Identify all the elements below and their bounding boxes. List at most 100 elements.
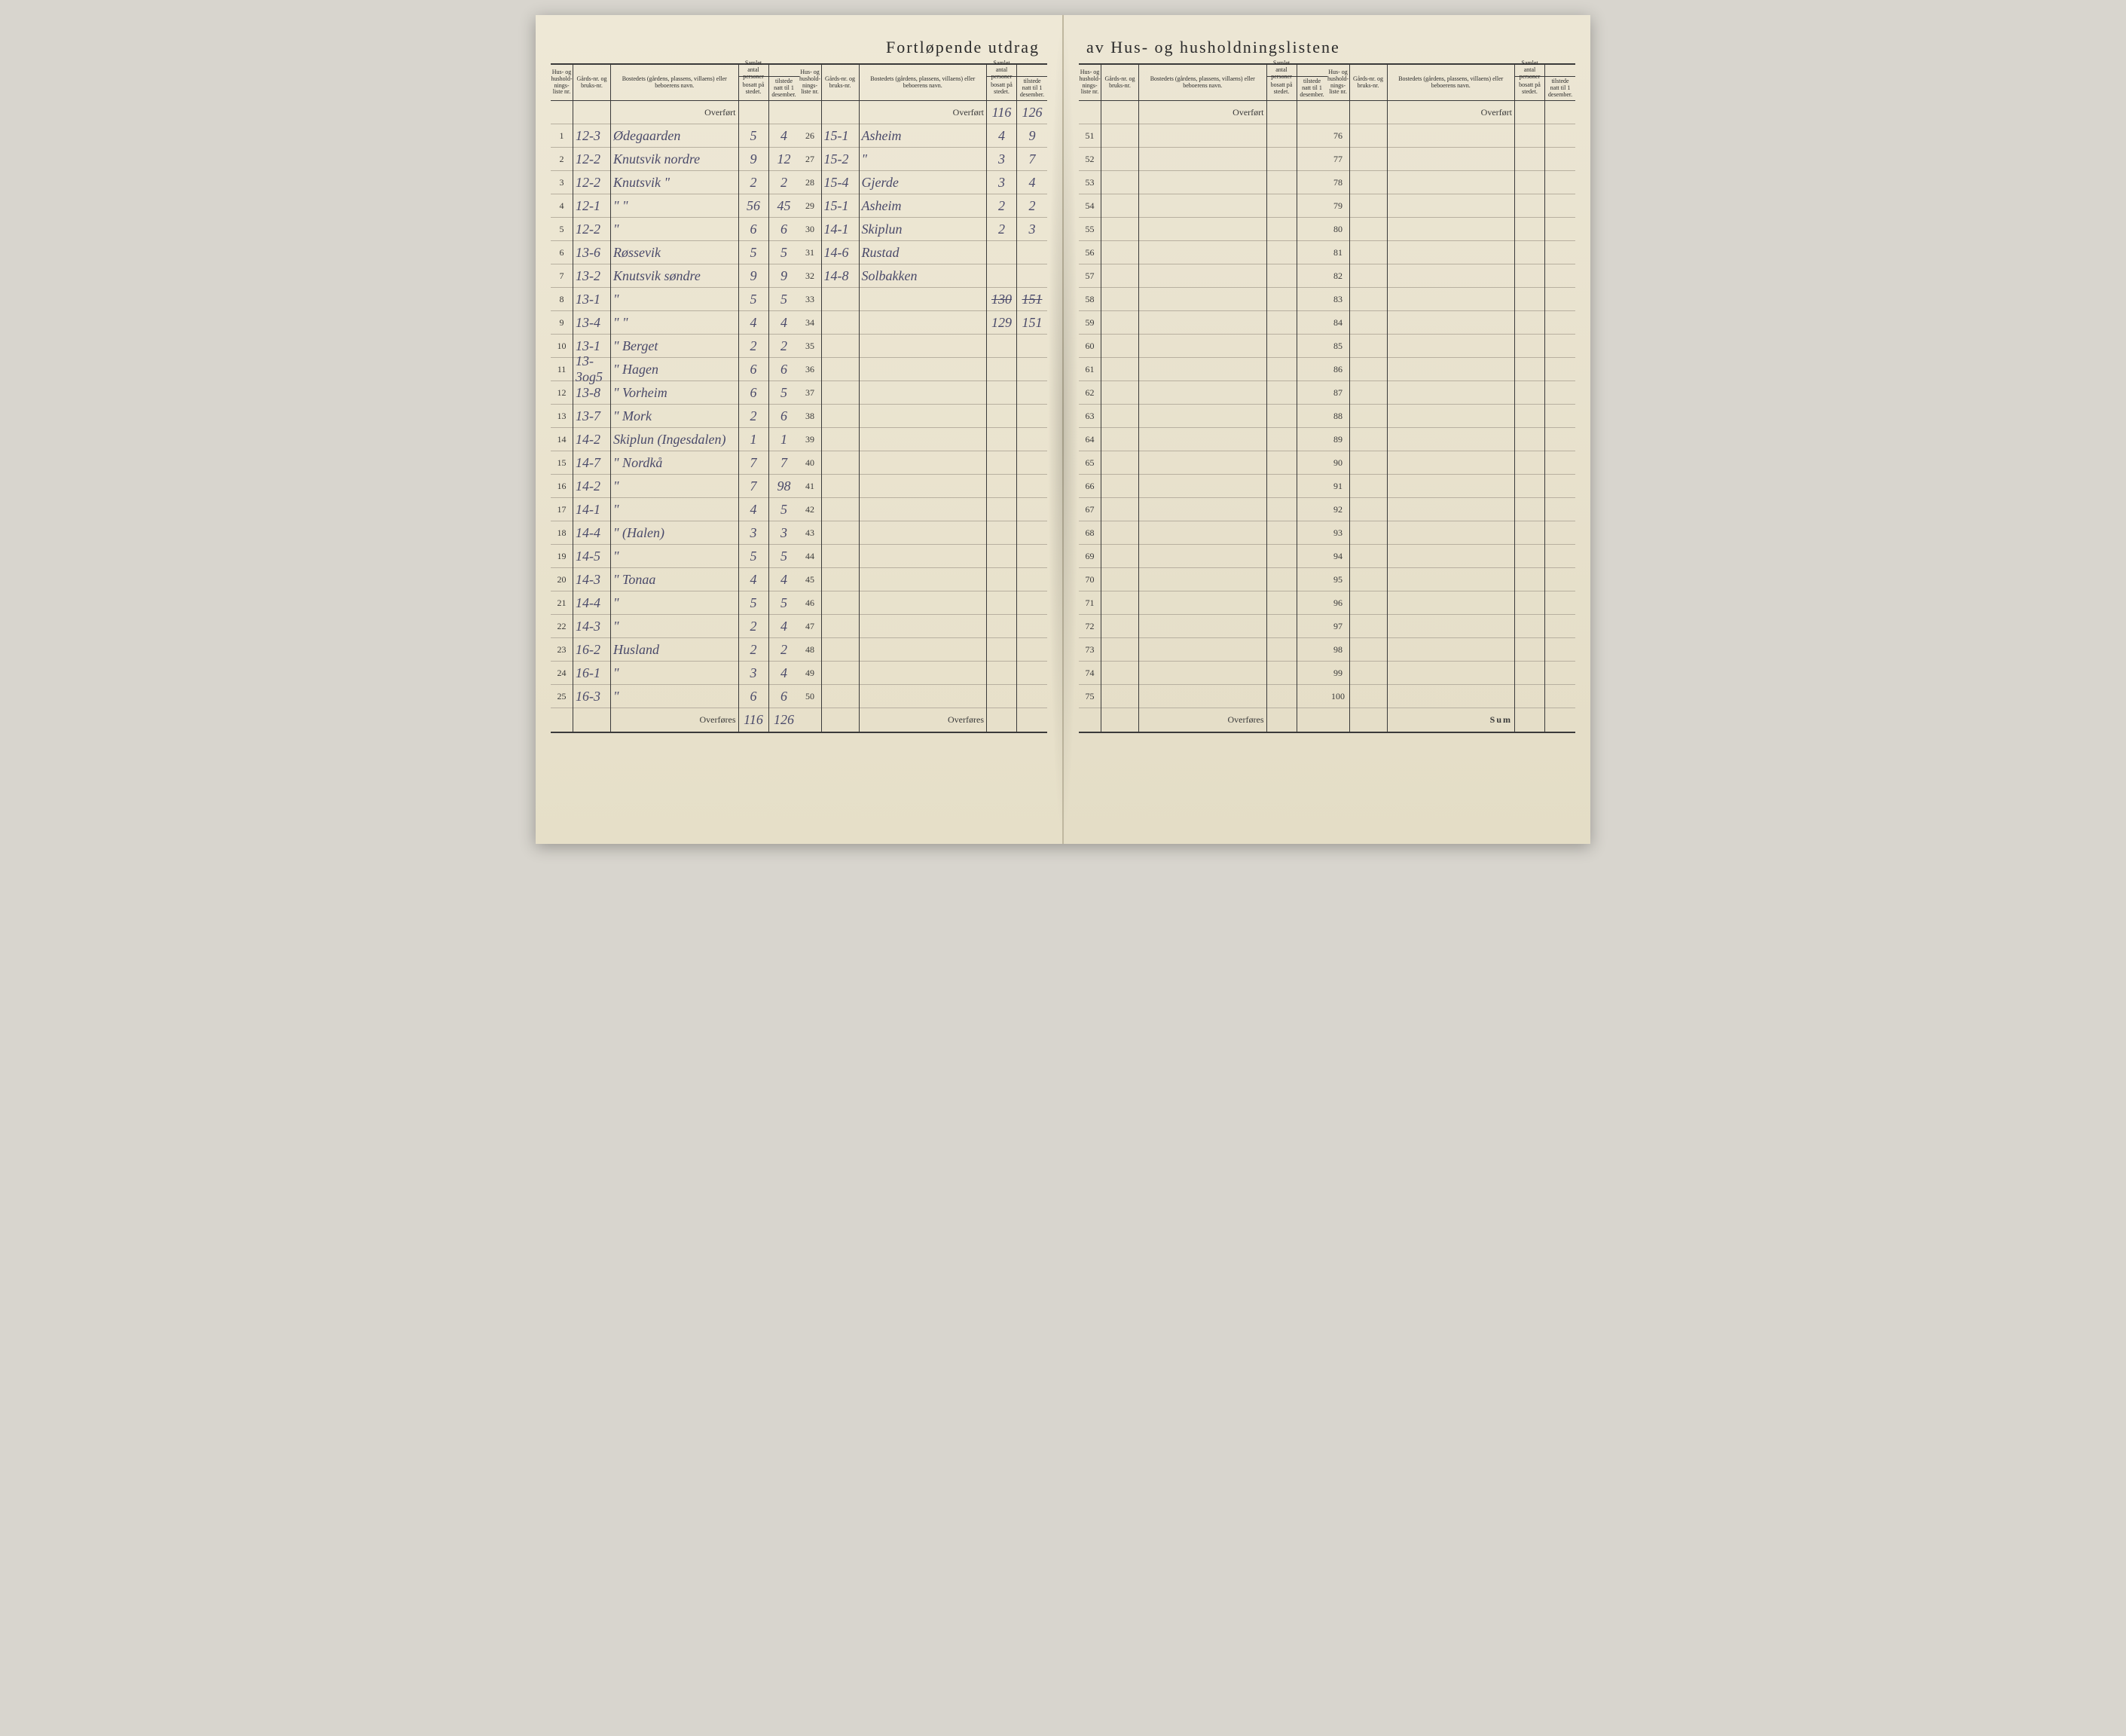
table-cell: 84: [1327, 311, 1349, 335]
table-cell: [822, 335, 859, 358]
table-cell: ": [611, 475, 738, 498]
table-cell: [1101, 194, 1138, 218]
header-samlet: Samlet antal personer: [1267, 65, 1297, 77]
table-cell: [1101, 475, 1138, 498]
table-cell: [1515, 662, 1544, 685]
table-cell: [1267, 521, 1297, 545]
table-cell: Røssevik: [611, 241, 738, 264]
table-cell: [1350, 662, 1387, 685]
table-cell: 9: [739, 148, 768, 171]
table-cell: 37: [799, 381, 821, 405]
table-cell: [987, 428, 1016, 451]
table-cell: [860, 521, 987, 545]
table-cell: [1017, 381, 1047, 405]
table-cell: 5: [769, 241, 799, 264]
table-cell: Rustad: [860, 241, 987, 264]
table-cell: 6: [739, 381, 768, 405]
table-cell: [860, 638, 987, 662]
table-cell: " Vorheim: [611, 381, 738, 405]
table-cell: Asheim: [860, 194, 987, 218]
table-cell: 12-1: [573, 194, 610, 218]
table-cell: 3: [769, 521, 799, 545]
header-nr: Hus- og hushold-nings-liste nr.: [1327, 65, 1349, 101]
table-cell: [1267, 171, 1297, 194]
overfores-cell: [1267, 708, 1297, 732]
table-cell: [1017, 335, 1047, 358]
table-cell: 9: [769, 264, 799, 288]
table-cell: [1101, 124, 1138, 148]
table-cell: [1545, 335, 1575, 358]
table-cell: [1101, 498, 1138, 521]
table-cell: [1139, 124, 1266, 148]
overfort-cell: [799, 101, 821, 124]
table-cell: 13-1: [573, 288, 610, 311]
table-cell: [1545, 615, 1575, 638]
table-cell: [1017, 521, 1047, 545]
table-cell: [860, 428, 987, 451]
table-cell: [1545, 451, 1575, 475]
table-cell: 90: [1327, 451, 1349, 475]
table-cell: 129: [987, 311, 1016, 335]
table-cell: [987, 451, 1016, 475]
table-cell: [1267, 124, 1297, 148]
overfores-cell: Overføres: [1139, 708, 1266, 732]
table-cell: Gjerde: [860, 171, 987, 194]
overfores-cell: [1297, 708, 1327, 732]
table-cell: 11: [551, 358, 573, 381]
header-bosted: Bostedets (gårdens, plassens, villaens) …: [860, 65, 987, 101]
table-cell: [987, 335, 1016, 358]
table-cell: 67: [1079, 498, 1101, 521]
table-cell: 22: [551, 615, 573, 638]
table-cell: [860, 405, 987, 428]
table-cell: 98: [1327, 638, 1349, 662]
table-cell: ": [611, 288, 738, 311]
table-cell: [1267, 218, 1297, 241]
table-cell: [1388, 428, 1515, 451]
table-cell: [1350, 638, 1387, 662]
table-cell: [1297, 662, 1327, 685]
table-cell: 77: [1327, 148, 1349, 171]
table-cell: [1267, 428, 1297, 451]
overfores-cell: [1327, 708, 1349, 732]
overfores-cell: [573, 708, 610, 732]
table-cell: 3: [987, 171, 1016, 194]
table-cell: 1: [739, 428, 768, 451]
table-cell: 89: [1327, 428, 1349, 451]
table-cell: 4: [769, 568, 799, 591]
table-cell: 9: [739, 264, 768, 288]
table-cell: [1350, 498, 1387, 521]
table-cell: [1515, 615, 1544, 638]
table-cell: ": [611, 545, 738, 568]
table-cell: [1515, 171, 1544, 194]
table-cell: 52: [1079, 148, 1101, 171]
table-cell: [1267, 381, 1297, 405]
table-cell: [1101, 638, 1138, 662]
table-cell: 27: [799, 148, 821, 171]
table-cell: 33: [799, 288, 821, 311]
table-cell: [1388, 591, 1515, 615]
table-cell: [1388, 451, 1515, 475]
table-cell: [1101, 335, 1138, 358]
table-cell: [1297, 358, 1327, 381]
table-cell: 6: [739, 685, 768, 708]
ledger-section: Hus- og hushold-nings-liste nr.262728293…: [799, 65, 1048, 732]
table-cell: 8: [551, 288, 573, 311]
header-samlet: Samlet antal personer: [987, 65, 1016, 77]
table-cell: [822, 545, 859, 568]
table-cell: " Tonaa: [611, 568, 738, 591]
table-cell: [987, 568, 1016, 591]
table-cell: 14-3: [573, 568, 610, 591]
table-cell: ": [611, 685, 738, 708]
table-cell: [1139, 311, 1266, 335]
table-cell: ": [611, 218, 738, 241]
table-cell: 25: [551, 685, 573, 708]
table-cell: ": [611, 591, 738, 615]
table-cell: " Berget: [611, 335, 738, 358]
table-cell: [1267, 475, 1297, 498]
table-cell: [1267, 405, 1297, 428]
table-cell: [1139, 615, 1266, 638]
table-cell: [1545, 685, 1575, 708]
right-page: av Hus- og husholdningslistene Hus- og h…: [1063, 15, 1590, 844]
table-cell: " Nordkå: [611, 451, 738, 475]
table-cell: 7: [739, 451, 768, 475]
